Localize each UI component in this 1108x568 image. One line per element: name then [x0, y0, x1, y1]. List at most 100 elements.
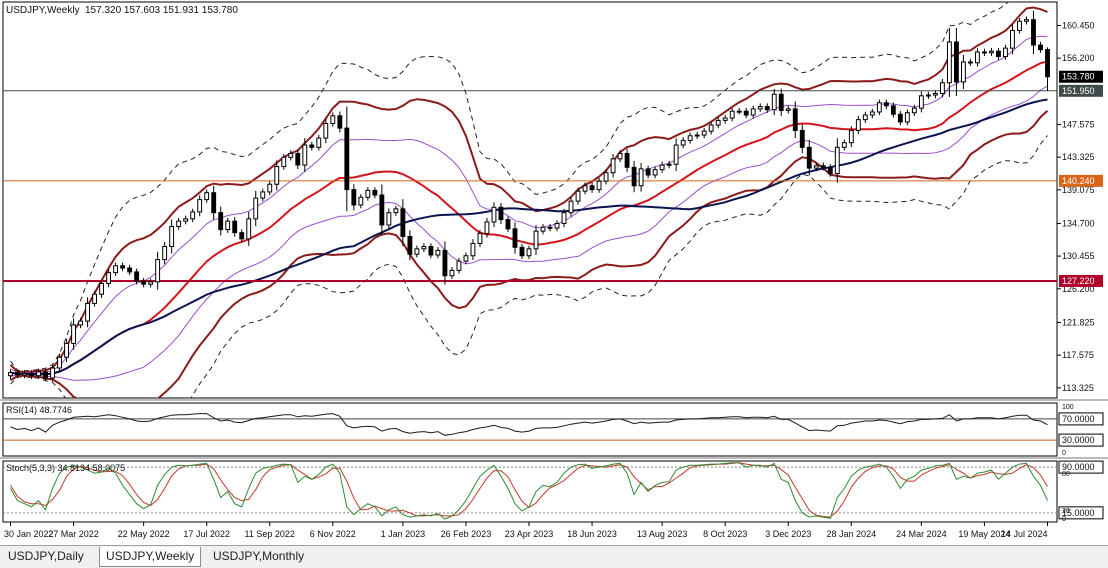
candle-body	[771, 93, 777, 111]
candle-body	[848, 129, 854, 144]
candle-body	[113, 265, 119, 274]
candle-body	[897, 113, 903, 123]
candle-body	[876, 102, 882, 113]
outer-dashed-band-upper	[10, 2, 1009, 372]
candle-body	[1010, 29, 1015, 49]
price-tick-label: 143.325	[1062, 152, 1095, 162]
candle-body	[1031, 19, 1036, 46]
candle-body	[547, 226, 553, 229]
level-label: 151.950	[1062, 86, 1095, 96]
price-tick-label: 113.325	[1062, 383, 1094, 393]
price-tick-label: 121.825	[1062, 317, 1095, 327]
stoch-level-box	[1058, 506, 1104, 520]
rsi-line	[10, 413, 1048, 436]
candle-body	[78, 320, 83, 326]
candle-body	[50, 367, 55, 379]
candle-body	[428, 246, 434, 256]
candle-body	[15, 372, 20, 376]
tab-usdjpy-weekly[interactable]: USDJPY,Weekly	[99, 547, 202, 567]
candle-body	[449, 269, 455, 277]
candle-body	[526, 248, 532, 257]
tab-usdjpy-daily[interactable]: USDJPY,Daily	[8, 549, 84, 563]
stoch-plot	[3, 462, 1057, 520]
candle-body	[498, 206, 504, 221]
candle-body	[659, 164, 665, 171]
candle-body	[190, 211, 196, 220]
candle-body	[127, 267, 133, 273]
candle-body	[904, 112, 910, 123]
candle-body	[295, 152, 301, 166]
candle-body	[750, 108, 756, 116]
stoch-level-label: 15.0000	[1062, 508, 1095, 518]
level-label-box	[1059, 84, 1103, 97]
stoch-scale-20: 20	[1062, 508, 1070, 515]
candle-body	[631, 166, 637, 187]
candle-body	[862, 114, 868, 121]
candle-body	[785, 108, 791, 111]
candle-body	[22, 372, 27, 376]
ma-slow-line	[10, 98, 1048, 376]
candle-body	[330, 115, 336, 124]
candle-body	[582, 185, 588, 192]
stoch-level-box	[1058, 460, 1104, 474]
candle-body	[491, 206, 497, 223]
candle-body	[778, 93, 784, 111]
candle-body	[64, 342, 69, 358]
date-label: 23 Apr 2023	[505, 529, 554, 539]
candle-body	[596, 180, 602, 191]
candle-body	[309, 144, 315, 148]
stoch-level-label: 90.0000	[1062, 462, 1095, 472]
candle-body	[666, 163, 672, 166]
stoch-label: Stoch(5,3,3) 34.8134 58.0075	[6, 463, 125, 473]
candle-body	[358, 196, 364, 206]
ohlc-header: 157.320 157.603 151.931 153.780	[85, 5, 238, 16]
candle-body	[540, 226, 546, 232]
candle-body	[960, 61, 966, 83]
candle-body	[225, 220, 231, 231]
candle-body	[365, 189, 371, 198]
date-label: 30 Jan 2022	[4, 529, 54, 539]
candle-body	[519, 246, 525, 257]
price-tick-label: 156.200	[1062, 53, 1095, 63]
candle-body	[246, 218, 252, 240]
candle-body	[155, 259, 161, 283]
chart-area[interactable]: USDJPY,Weekly 157.320 157.603 151.931 153…	[0, 0, 1108, 545]
candle-body	[85, 302, 91, 322]
candle-body	[169, 226, 175, 248]
candle-body	[834, 146, 840, 174]
price-tick-label: 130.455	[1062, 251, 1095, 261]
candle-body	[624, 152, 630, 168]
symbol-header: USDJPY,Weekly	[6, 5, 80, 16]
date-label: 18 Jun 2023	[567, 529, 617, 539]
candle-body	[372, 189, 378, 196]
price-panel	[2, 1, 1058, 399]
candle-body	[183, 218, 189, 222]
date-label: 28 Jan 2024	[827, 529, 877, 539]
date-label: 24 Mar 2024	[896, 529, 947, 539]
tab-usdjpy-monthly[interactable]: USDJPY,Monthly	[213, 549, 305, 563]
candle-body	[996, 50, 1001, 58]
candle-body	[442, 249, 448, 277]
candle-body	[141, 280, 147, 285]
stoch-k-line	[10, 462, 1048, 520]
price-tick-label: 139.075	[1062, 185, 1095, 195]
date-label: 22 May 2022	[118, 529, 170, 539]
candle-body	[211, 192, 217, 214]
candle-body	[610, 158, 616, 174]
candle-body	[561, 212, 567, 224]
candle-body	[925, 94, 931, 97]
candle-body	[1045, 49, 1050, 78]
candle-body	[8, 372, 13, 377]
rsi-panel	[2, 402, 1058, 457]
candle-body	[57, 356, 62, 369]
candle-body	[729, 110, 735, 119]
stoch-scale-80: 80	[1062, 471, 1070, 478]
candle-body	[197, 199, 203, 213]
candle-body	[687, 135, 693, 141]
candle-body	[673, 144, 679, 165]
candle-body	[792, 108, 798, 131]
candle-body	[680, 139, 686, 146]
candle-body	[176, 220, 182, 228]
candle-body	[239, 232, 245, 240]
candle-body	[932, 93, 938, 96]
